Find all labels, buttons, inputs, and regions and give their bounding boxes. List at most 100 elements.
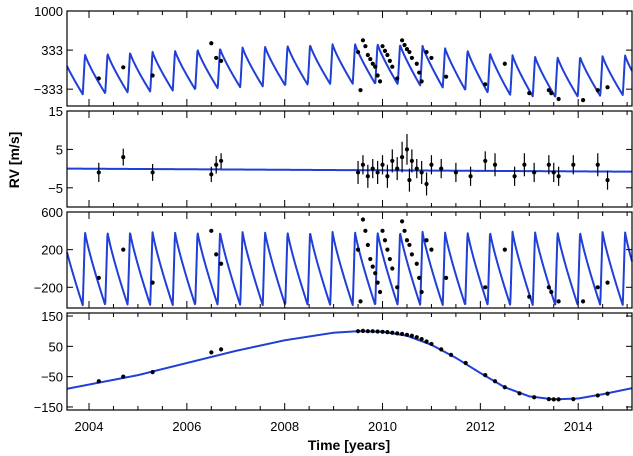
- data-point: [404, 147, 410, 152]
- data-point: [355, 329, 361, 334]
- data-point: [532, 395, 537, 400]
- data-point: [368, 56, 373, 62]
- panel-residual: 15 5 −5: [48, 104, 633, 208]
- data-point: [419, 336, 424, 342]
- data-point: [390, 158, 395, 164]
- data-point: [424, 49, 429, 55]
- data-point: [517, 391, 522, 396]
- data-point: [409, 158, 414, 164]
- data-point: [377, 79, 383, 84]
- data-point: [532, 170, 537, 175]
- y-tick-label: −50: [41, 370, 63, 385]
- data-point: [424, 339, 429, 344]
- data-point: [370, 166, 375, 171]
- data-point: [463, 360, 468, 366]
- x-tick-label: 2014: [564, 419, 593, 434]
- data-point: [218, 158, 224, 164]
- data-point: [444, 275, 449, 280]
- data-point: [360, 217, 366, 222]
- panel-short-period: 600 200 −200: [34, 205, 633, 309]
- data-point: [483, 158, 488, 164]
- data-point: [409, 333, 414, 338]
- panel-frame: [66, 10, 633, 107]
- data-point: [409, 55, 414, 61]
- data-point: [483, 285, 488, 290]
- x-tick-label: 2004: [75, 419, 104, 434]
- data-point: [595, 285, 600, 290]
- data-point: [399, 154, 405, 160]
- data-point: [363, 44, 368, 49]
- y-tick-label: −5: [48, 181, 63, 196]
- data-point: [551, 397, 556, 402]
- data-point: [380, 44, 385, 49]
- panel-total: 1000 333 −333: [34, 4, 633, 107]
- x-tick-label: 2012: [466, 419, 495, 434]
- data-point: [414, 61, 419, 66]
- data-point: [546, 162, 551, 167]
- data-point: [502, 247, 507, 252]
- data-point: [96, 275, 101, 280]
- data-point: [605, 391, 610, 396]
- data-point: [527, 294, 532, 299]
- data-point: [556, 299, 561, 304]
- data-point: [546, 88, 551, 93]
- data-point: [214, 162, 219, 167]
- data-point: [414, 335, 419, 340]
- data-point: [407, 49, 412, 55]
- y-tick-label: 600: [41, 205, 63, 220]
- data-point: [429, 55, 434, 61]
- data-point: [453, 170, 458, 175]
- data-point: [439, 166, 444, 171]
- y-tick-label: 5: [56, 142, 63, 157]
- data-point: [365, 52, 370, 58]
- x-tick-label: 2006: [172, 419, 201, 434]
- x-axis-title: Time [years]: [308, 437, 390, 453]
- data-point: [209, 41, 214, 46]
- model-curve: [66, 230, 633, 307]
- data-point: [373, 64, 378, 69]
- data-point: [595, 88, 600, 93]
- data-point: [390, 64, 395, 69]
- data-point: [414, 261, 419, 266]
- data-point: [370, 61, 375, 66]
- data-point: [370, 264, 375, 269]
- x-tick-label: 2008: [270, 419, 299, 434]
- data-point: [375, 170, 380, 175]
- data-point: [492, 162, 498, 167]
- data-point: [380, 228, 385, 233]
- data-point: [380, 162, 385, 167]
- data-point: [549, 289, 554, 295]
- data-point: [218, 261, 224, 266]
- data-point: [404, 47, 410, 52]
- data-point: [377, 289, 383, 295]
- data-point: [483, 373, 488, 378]
- data-point: [370, 329, 375, 334]
- data-point: [214, 55, 219, 61]
- data-point: [380, 329, 385, 334]
- data-point: [424, 181, 429, 187]
- data-point: [121, 247, 126, 252]
- data-point: [605, 85, 610, 90]
- data-point: [522, 162, 527, 167]
- data-point: [483, 82, 488, 87]
- data-point: [355, 247, 361, 252]
- data-point: [365, 242, 370, 248]
- data-point: [512, 174, 517, 179]
- data-point: [375, 280, 380, 285]
- data-point: [385, 329, 390, 335]
- data-point: [209, 228, 214, 233]
- data-point: [444, 74, 449, 79]
- x-tick-label: 2010: [368, 419, 397, 434]
- data-point: [360, 38, 366, 43]
- data-point: [404, 332, 410, 337]
- data-point: [595, 393, 600, 398]
- data-point: [409, 252, 414, 257]
- data-point: [96, 76, 101, 81]
- data-point: [385, 247, 390, 252]
- data-point: [419, 79, 424, 84]
- data-point: [96, 170, 101, 175]
- data-point: [580, 98, 586, 103]
- data-point: [121, 154, 126, 160]
- x-axis-tick-labels: 2004 2006 2008 2010 2012 2014: [75, 419, 593, 434]
